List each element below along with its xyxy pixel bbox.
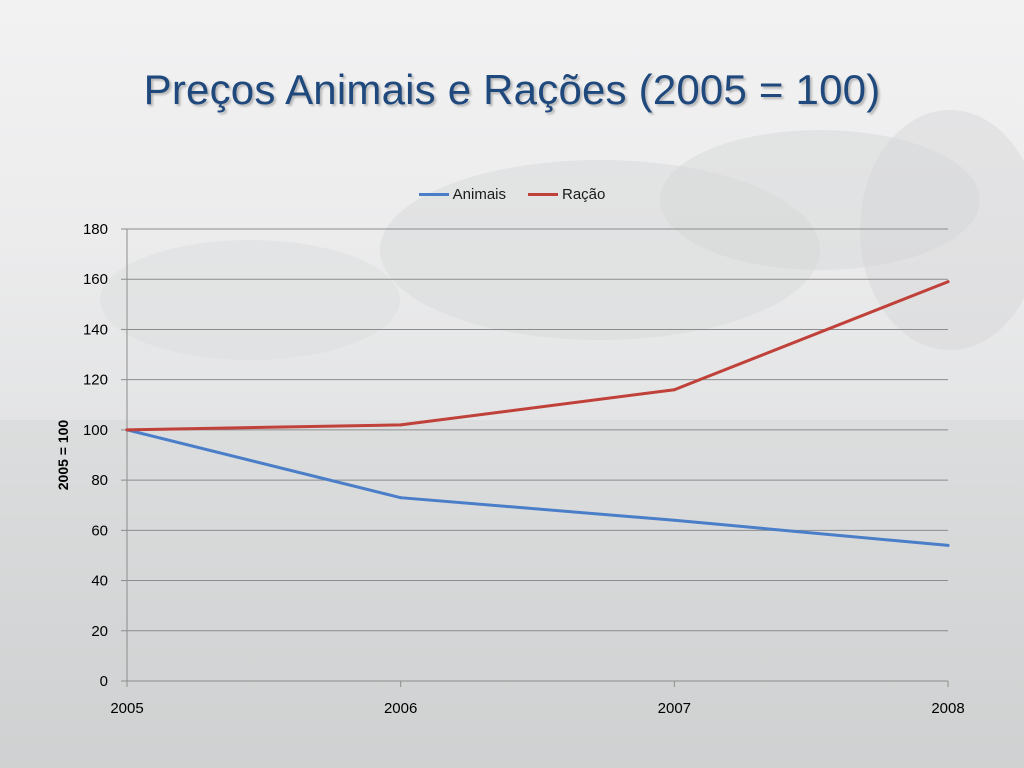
y-tick-label: 140 xyxy=(83,321,108,338)
x-tick-label: 2008 xyxy=(931,700,964,717)
legend-swatch-animais xyxy=(418,193,449,196)
data-point-animais-2006 xyxy=(399,496,403,500)
data-point-racao-2007 xyxy=(672,388,676,392)
axes xyxy=(121,228,949,687)
x-tick-label: 2007 xyxy=(658,700,691,717)
y-tick-labels: 0 20 40 60 80 100 120 140 160 180 xyxy=(83,221,108,690)
x-tick-label: 2005 xyxy=(110,700,143,717)
y-tick-label: 60 xyxy=(91,522,108,539)
chart-legend: Animais Ração xyxy=(0,186,1024,203)
data-point-animais-2008 xyxy=(946,543,950,547)
y-tick-label: 160 xyxy=(83,271,108,288)
y-axis-label: 2005 = 100 xyxy=(55,420,71,491)
series-lines xyxy=(125,280,950,547)
y-tick-label: 20 xyxy=(91,623,108,640)
y-tick-label: 0 xyxy=(100,673,108,690)
y-tick-label: 100 xyxy=(83,422,108,439)
data-point-racao-2006 xyxy=(399,423,403,427)
series-line-racao xyxy=(125,280,950,432)
gridlines xyxy=(127,228,948,632)
slide-title: Preços Animais e Rações (2005 = 100) xyxy=(143,66,881,113)
data-point-animais-2007 xyxy=(672,518,676,522)
legend-label-animais: Animais xyxy=(452,186,506,203)
legend-swatch-racao xyxy=(528,193,558,196)
x-tick-label: 2006 xyxy=(384,700,417,717)
series-line-animais xyxy=(125,428,950,547)
data-point-racao-2008 xyxy=(946,280,950,284)
y-tick-label: 40 xyxy=(91,573,108,590)
x-tick-labels: 2005 2006 2007 2008 xyxy=(110,700,964,717)
y-tick-label: 120 xyxy=(83,372,108,389)
legend-label-racao: Ração xyxy=(562,186,606,203)
legend-item-racao: Ração xyxy=(528,186,605,203)
legend-item-animais: Animais xyxy=(418,186,506,203)
data-point-racao-2005 xyxy=(125,428,129,432)
y-tick-label: 80 xyxy=(91,472,108,489)
y-tick-label: 180 xyxy=(83,221,108,238)
